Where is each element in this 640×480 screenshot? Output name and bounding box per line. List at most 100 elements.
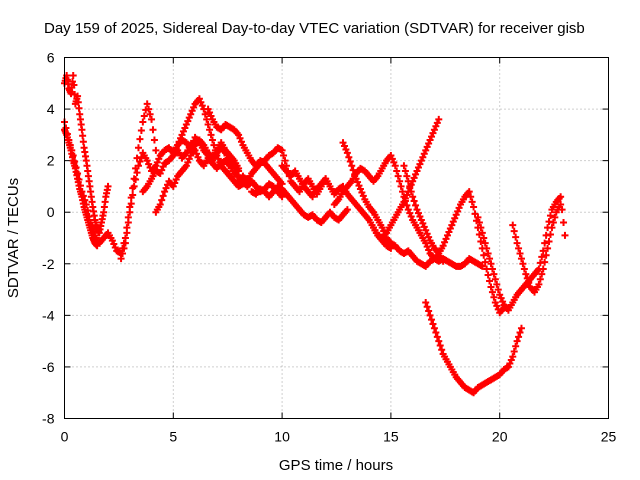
data-point — [541, 258, 549, 266]
data-point — [538, 270, 546, 278]
data-point — [515, 333, 523, 341]
data-point — [403, 172, 411, 180]
data-point — [480, 251, 488, 259]
data-point — [517, 324, 525, 332]
data-point — [433, 333, 441, 341]
data-point — [549, 219, 557, 227]
y-tick-label: 2 — [47, 153, 55, 169]
data-point — [410, 197, 418, 205]
data-point — [429, 320, 437, 328]
data-point — [519, 260, 527, 268]
data-point — [404, 177, 412, 185]
data-point — [278, 146, 286, 154]
data-point — [483, 244, 491, 252]
data-point — [474, 213, 482, 221]
data-point — [401, 167, 409, 175]
data-point — [435, 115, 443, 123]
series-track-16 — [422, 298, 525, 397]
data-point — [70, 81, 78, 89]
data-point — [159, 192, 167, 200]
data-point — [406, 182, 414, 190]
data-point — [512, 342, 520, 350]
data-point — [280, 151, 288, 159]
data-point — [509, 353, 517, 361]
x-tick-label: 20 — [492, 429, 508, 445]
data-point — [204, 121, 212, 129]
data-point — [432, 329, 440, 337]
data-points — [61, 72, 569, 397]
data-point — [145, 105, 153, 113]
data-point — [74, 98, 82, 106]
data-point — [488, 265, 496, 273]
data-point — [156, 200, 164, 208]
data-point — [478, 229, 486, 237]
series-track-13 — [339, 139, 486, 270]
data-point — [546, 212, 554, 220]
data-point — [281, 157, 289, 165]
data-point — [548, 224, 556, 232]
data-point — [516, 329, 524, 337]
plot-frame — [64, 57, 609, 419]
data-point — [400, 162, 408, 170]
data-point — [430, 324, 438, 332]
data-point — [117, 255, 125, 263]
grid-lines — [64, 57, 609, 419]
data-point — [510, 227, 518, 235]
data-point — [137, 127, 145, 135]
x-tick-label: 15 — [383, 429, 399, 445]
data-point — [394, 172, 402, 180]
data-point — [523, 274, 531, 282]
data-point — [510, 347, 518, 355]
data-point — [349, 166, 357, 174]
data-point — [535, 280, 543, 288]
data-point — [520, 265, 528, 273]
data-point — [206, 126, 214, 134]
data-point — [152, 146, 160, 154]
data-point — [487, 283, 495, 291]
data-point — [494, 286, 502, 294]
data-point — [470, 203, 478, 211]
data-point — [134, 162, 142, 170]
data-point — [428, 316, 436, 324]
chart-title: Day 159 of 2025, Sidereal Day-to-day VTE… — [44, 20, 585, 37]
series-track-6 — [152, 136, 243, 216]
x-tick-labels: 0 5 10 15 20 25 — [61, 429, 617, 445]
series-track-8 — [204, 105, 286, 188]
data-point — [423, 303, 431, 311]
series-track-18 — [509, 200, 565, 296]
y-tick-label: -2 — [42, 256, 55, 272]
data-point — [493, 280, 501, 288]
data-point — [490, 270, 498, 278]
data-point — [422, 298, 430, 306]
y-tick-label: 0 — [47, 204, 55, 220]
data-point — [148, 115, 156, 123]
data-point — [544, 244, 552, 252]
data-point — [412, 201, 420, 209]
data-point — [486, 255, 494, 263]
data-point — [491, 275, 499, 283]
data-point — [136, 135, 144, 143]
data-point — [132, 176, 140, 184]
data-point — [121, 239, 129, 247]
x-tick-label: 5 — [169, 429, 177, 445]
series-track-3 — [61, 126, 101, 250]
data-point — [487, 260, 495, 268]
data-point — [512, 233, 520, 241]
data-point — [516, 249, 524, 257]
data-point — [391, 162, 399, 170]
data-point — [129, 191, 137, 199]
data-point — [136, 158, 144, 166]
data-point — [124, 219, 132, 227]
series-track-15 — [400, 162, 508, 317]
data-point — [123, 229, 131, 237]
data-point — [343, 206, 351, 214]
data-point — [546, 231, 554, 239]
data-point — [120, 244, 128, 252]
data-point — [79, 132, 87, 140]
data-point — [480, 234, 488, 242]
x-tick-label: 10 — [274, 429, 290, 445]
data-point — [93, 242, 101, 250]
data-point — [74, 92, 82, 100]
y-tick-label: 6 — [47, 50, 55, 66]
data-point — [79, 138, 87, 146]
